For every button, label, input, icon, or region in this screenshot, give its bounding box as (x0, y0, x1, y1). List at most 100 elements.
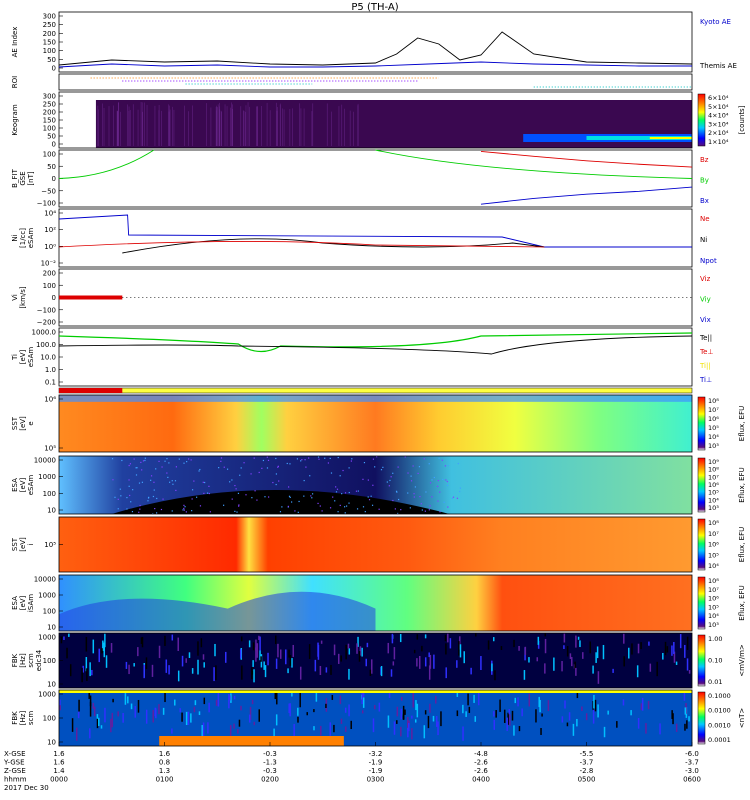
y-tick-label: 250 (43, 21, 56, 29)
esa-electron-noise (437, 500, 439, 502)
fbk-stripe (225, 651, 227, 663)
esa-electron-noise (277, 465, 279, 467)
esa-electron-noise (363, 461, 366, 464)
fbk-stripe (133, 663, 135, 667)
fbk-stripe (684, 723, 686, 731)
fbk-stripe (275, 658, 278, 669)
esa-electron-noise (153, 489, 155, 491)
esa-electron-noise (431, 479, 433, 481)
esa-electron-noise (428, 509, 430, 511)
legend-ti||: Ti|| (699, 362, 711, 370)
fbk-stripe (202, 722, 205, 737)
fbk-stripe (259, 636, 261, 651)
esa-electron-noise (226, 468, 229, 470)
esa-electron-noise (175, 466, 177, 468)
esa-electron-noise (335, 491, 338, 493)
colorbar-unit: <nT> (738, 708, 746, 729)
y-tick-label: 1.0 (45, 366, 56, 374)
colorbar-tick: 10⁶ (708, 595, 719, 603)
fbk-stripe (229, 695, 231, 701)
esa-electron-noise (275, 473, 278, 475)
esa-electron-noise (417, 472, 419, 475)
fbk-stripe (258, 709, 260, 722)
fbk-stripe (407, 727, 409, 738)
esa-electron-noise (413, 496, 415, 498)
esa-electron-noise (443, 501, 445, 503)
colorbar-tick: 10³ (708, 504, 719, 512)
esa-electron-noise (392, 499, 394, 502)
esa-electron-noise (441, 459, 443, 461)
colorbar-gradient (697, 396, 706, 451)
esa-electron-noise (372, 484, 374, 486)
fbk-stripe (299, 666, 302, 680)
esa-electron-noise (150, 479, 152, 481)
fbk-stripe (253, 721, 255, 726)
y-tick-label: 10⁻² (41, 260, 57, 268)
fbk-stripe (331, 694, 334, 700)
fbk-stripe (671, 710, 673, 719)
colorbar-tick: 1.00 (708, 635, 722, 643)
x-tick-label: -2.6 (474, 759, 488, 767)
esa-electron-noise (183, 462, 185, 464)
y-tick-label: 100 (43, 125, 56, 133)
esa-electron-noise (231, 479, 233, 481)
legend-npot: Npot (700, 257, 717, 265)
colorbar-unit: Eflux, EFU (738, 527, 746, 562)
fbk-stripe (445, 643, 447, 655)
colorbar-unit: Eflux, EFU (738, 406, 746, 441)
fbk-stripe (561, 660, 563, 672)
x-tick-label: -3.0 (685, 767, 699, 775)
esa-electron-noise (152, 495, 155, 498)
fbk-stripe (124, 693, 127, 705)
fbk-stripe (597, 704, 599, 718)
esa-electron-noise (425, 491, 427, 493)
fbk-stripe (122, 713, 124, 723)
esa-electron-noise (337, 456, 339, 459)
esa-electron-noise (407, 492, 409, 494)
esa-electron-noise (367, 479, 369, 481)
esa-electron-noise (251, 497, 253, 499)
esa-electron-noise (129, 463, 132, 465)
y-tick-label: 250 (43, 101, 56, 109)
y-tick-label: 10 (47, 739, 56, 747)
esa-electron-noise (344, 512, 346, 514)
fbk-stripe (402, 715, 405, 720)
fbk-stripe (230, 693, 232, 703)
esa-electron-noise (324, 457, 326, 459)
x-tick-label: -3.7 (685, 759, 699, 767)
fbk-stripe (391, 633, 394, 644)
y-tick-label: 10⁰ (44, 243, 56, 251)
fbk-stripe (104, 707, 106, 723)
colorbar-tick: 1×10⁴ (708, 138, 729, 146)
fbk-stripe (412, 692, 414, 708)
colorbar-tick: 10⁴ (708, 612, 719, 620)
esa-electron-noise (114, 496, 116, 498)
fbk-stripe (585, 713, 588, 721)
fbk-stripe (659, 723, 661, 735)
fbk-stripe (202, 654, 205, 660)
esa-electron-noise (174, 480, 177, 482)
esa-electron-noise (126, 496, 128, 499)
fbk-stripe (177, 670, 180, 682)
fbk-stripe (581, 706, 583, 712)
colorbar-tick: 6×10⁴ (708, 94, 729, 102)
fbk-stripe (102, 640, 104, 651)
fbk-stripe (259, 650, 261, 661)
fbk-stripe (258, 635, 260, 640)
fbk-stripe (402, 705, 405, 720)
fbk-stripe (69, 664, 72, 677)
fbk-stripe (63, 636, 65, 640)
fbk-stripe (475, 633, 477, 637)
y-axis-label: Ni[1/cc]eSAm (11, 228, 35, 249)
fbk-stripe (458, 641, 460, 656)
esa-electron-noise (111, 458, 114, 460)
colorbar-tick: 10⁵ (708, 551, 719, 559)
legend-ni: Ni (700, 236, 707, 244)
fbk-stripe (373, 705, 376, 710)
esa-electron-noise (386, 481, 388, 483)
esa-electron-noise (447, 506, 449, 508)
fbk-stripe (313, 709, 315, 713)
esa-electron-noise (199, 468, 201, 471)
fbk-stripe (181, 655, 184, 667)
colorbar-gradient (697, 634, 706, 687)
